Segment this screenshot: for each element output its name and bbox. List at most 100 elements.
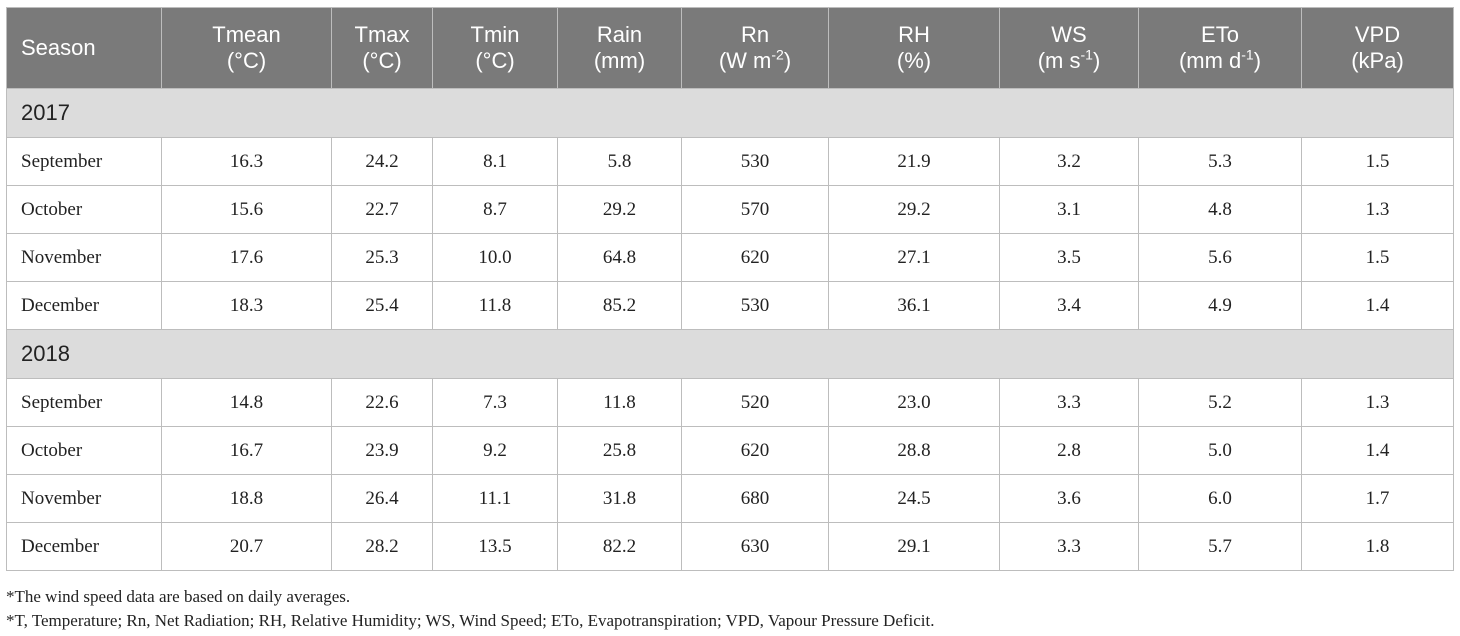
value-cell: 29.2 [557,185,682,234]
value-cell: 8.1 [432,137,558,186]
value-cell: 18.3 [161,281,332,330]
value-cell: 1.3 [1301,185,1454,234]
month-cell: November [6,474,162,523]
value-cell: 28.8 [828,426,1000,475]
value-cell: 22.7 [331,185,433,234]
value-cell: 16.3 [161,137,332,186]
footnote: *T, Temperature; Rn, Net Radiation; RH, … [6,611,935,630]
value-cell: 5.6 [1138,233,1302,282]
value-cell: 26.4 [331,474,433,523]
season-label: 2018 [6,329,1454,379]
value-cell: 1.3 [1301,378,1454,427]
value-cell: 27.1 [828,233,1000,282]
value-cell: 29.2 [828,185,1000,234]
value-cell: 2.8 [999,426,1139,475]
value-cell: 3.6 [999,474,1139,523]
table-row: September 14.8 22.6 7.3 11.8 520 23.0 3.3 5.2 1.3 [6,378,1454,427]
value-cell: 18.8 [161,474,332,523]
value-cell: 3.2 [999,137,1139,186]
value-cell: 5.2 [1138,378,1302,427]
month-cell: October [6,185,162,234]
header-cell: RH (%) [828,7,1000,89]
value-cell: 1.8 [1301,522,1454,571]
value-cell: 21.9 [828,137,1000,186]
value-cell: 1.5 [1301,233,1454,282]
table-row: December 20.7 28.2 13.5 82.2 630 29.1 3.3 5.7 1.8 [6,522,1454,571]
table-row: December 18.3 25.4 11.8 85.2 530 36.1 3.4 4.9 1.4 [6,281,1454,330]
footnote: *The wind speed data are based on daily … [6,587,351,606]
value-cell: 5.0 [1138,426,1302,475]
value-cell: 11.1 [432,474,558,523]
table-row: October 15.6 22.7 8.7 29.2 570 29.2 3.1 4.8 1.3 [6,185,1454,234]
header-cell: ETo (mm d-1) [1138,7,1302,89]
header-cell: VPD (kPa) [1301,7,1454,89]
value-cell: 10.0 [432,233,558,282]
value-cell: 620 [681,426,829,475]
value-cell: 620 [681,233,829,282]
value-cell: 530 [681,137,829,186]
value-cell: 82.2 [557,522,682,571]
month-cell: September [6,137,162,186]
value-cell: 24.2 [331,137,433,186]
season-row: 2018 [6,329,1454,379]
value-cell: 5.8 [557,137,682,186]
header-cell: Tmean (°C) [161,7,332,89]
value-cell: 29.1 [828,522,1000,571]
value-cell: 16.7 [161,426,332,475]
season-row: 2017 [6,88,1454,138]
season-label: 2017 [6,88,1454,138]
header-row: Season Tmean (°C) Tmax (°C) Tmin (°C) Rain(… [6,7,1454,89]
value-cell: 630 [681,522,829,571]
value-cell: 17.6 [161,233,332,282]
value-cell: 14.8 [161,378,332,427]
value-cell: 3.3 [999,378,1139,427]
month-cell: October [6,426,162,475]
header-cell: Rn (W m-2) [681,7,829,89]
value-cell: 1.4 [1301,426,1454,475]
value-cell: 680 [681,474,829,523]
table-row: September 16.3 24.2 8.1 5.8 530 21.9 3.2 5.3 1.5 [6,137,1454,186]
value-cell: 28.2 [331,522,433,571]
footnotes: *The wind speed data are based on daily … [6,585,934,633]
value-cell: 520 [681,378,829,427]
value-cell: 25.3 [331,233,433,282]
value-cell: 85.2 [557,281,682,330]
value-cell: 22.6 [331,378,433,427]
header-cell: Rain (mm) [557,7,682,89]
value-cell: 3.5 [999,233,1139,282]
table-body: 2017 September 16.3 24.2 8.1 5.8 530 21.9 3.2 5.3… [6,88,1454,571]
weather-table: Season Tmean (°C) Tmax (°C) Tmin (°C) Rain(… [6,7,1454,571]
month-cell: September [6,378,162,427]
value-cell: 5.7 [1138,522,1302,571]
value-cell: 3.3 [999,522,1139,571]
value-cell: 15.6 [161,185,332,234]
value-cell: 11.8 [557,378,682,427]
header-cell: Tmin (°C) [432,7,558,89]
value-cell: 530 [681,281,829,330]
value-cell: 13.5 [432,522,558,571]
value-cell: 1.5 [1301,137,1454,186]
value-cell: 570 [681,185,829,234]
value-cell: 11.8 [432,281,558,330]
value-cell: 3.1 [999,185,1139,234]
table-row: November 18.8 26.4 11.1 31.8 680 24.5 3.6 6.0 1.7 [6,474,1454,523]
table-row: November 17.6 25.3 10.0 64.8 620 27.1 3.5 5.6 1.5 [6,233,1454,282]
value-cell: 3.4 [999,281,1139,330]
month-cell: November [6,233,162,282]
value-cell: 6.0 [1138,474,1302,523]
value-cell: 7.3 [432,378,558,427]
value-cell: 24.5 [828,474,1000,523]
value-cell: 1.4 [1301,281,1454,330]
value-cell: 36.1 [828,281,1000,330]
value-cell: 20.7 [161,522,332,571]
value-cell: 9.2 [432,426,558,475]
header-cell: WS (m s-1) [999,7,1139,89]
value-cell: 64.8 [557,233,682,282]
month-cell: December [6,522,162,571]
value-cell: 8.7 [432,185,558,234]
value-cell: 4.8 [1138,185,1302,234]
table-row: October 16.7 23.9 9.2 25.8 620 28.8 2.8 5.0 1.4 [6,426,1454,475]
header-season: Season [6,7,162,89]
value-cell: 1.7 [1301,474,1454,523]
value-cell: 31.8 [557,474,682,523]
